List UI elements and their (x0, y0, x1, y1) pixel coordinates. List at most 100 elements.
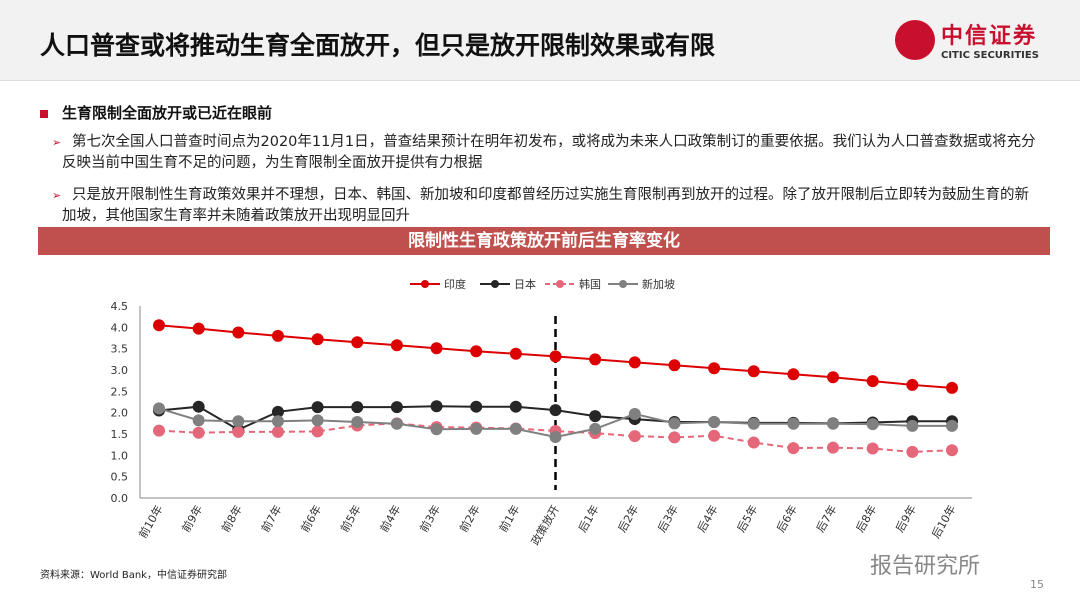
data-point-日本 (192, 400, 205, 413)
y-tick-label: 2.5 (111, 385, 129, 398)
data-point-韩国 (153, 424, 165, 437)
data-point-新加坡 (946, 419, 958, 432)
data-point-印度 (827, 371, 840, 384)
square-bullet-icon (40, 109, 48, 118)
data-point-印度 (628, 356, 641, 369)
data-point-新加坡 (430, 423, 443, 436)
data-point-韩国 (708, 429, 721, 442)
data-point-新加坡 (906, 419, 919, 432)
data-point-韩国 (232, 425, 245, 438)
x-tick-label: 后10年 (928, 503, 958, 541)
legend-label: 新加坡 (642, 277, 675, 291)
data-point-印度 (192, 322, 205, 335)
data-point-印度 (549, 350, 562, 363)
page-number: 15 (1030, 578, 1044, 591)
section-heading: 生育限制全面放开或已近在眼前 (40, 102, 272, 123)
source-note: 资料来源：World Bank，中信证券研究部 (40, 570, 227, 581)
x-tick-label: 后6年 (773, 503, 800, 535)
data-point-新加坡 (470, 422, 483, 435)
x-tick-label: 前1年 (496, 503, 523, 535)
y-tick-label: 1.5 (111, 428, 129, 441)
data-point-韩国 (311, 425, 324, 438)
data-point-韩国 (628, 430, 641, 443)
data-point-新加坡 (390, 417, 403, 430)
data-point-韩国 (192, 426, 205, 439)
data-point-新加坡 (589, 422, 602, 435)
data-point-新加坡 (509, 422, 522, 435)
data-point-印度 (232, 326, 245, 339)
data-point-韩国 (747, 436, 760, 449)
y-tick-label: 0.5 (111, 471, 129, 484)
data-point-韩国 (271, 425, 284, 438)
x-tick-label: 前7年 (258, 503, 285, 535)
data-point-印度 (351, 336, 364, 349)
data-point-印度 (906, 378, 919, 391)
watermark: 报告研究所 (870, 554, 981, 579)
x-tick-label: 前8年 (218, 503, 245, 535)
logo: 中信证券 CITIC SECURITIES (895, 18, 1039, 61)
x-tick-label: 前3年 (417, 503, 444, 535)
data-point-日本 (311, 401, 324, 414)
x-tick-label: 后2年 (615, 503, 642, 535)
x-tick-label: 后9年 (892, 503, 919, 535)
data-point-新加坡 (311, 414, 324, 427)
data-point-韩国 (668, 431, 681, 444)
data-point-印度 (668, 359, 681, 372)
data-point-韩国 (827, 441, 840, 454)
legend-label: 韩国 (579, 277, 601, 291)
legend-marker (491, 280, 499, 288)
legend-label: 日本 (514, 277, 536, 291)
data-point-印度 (708, 362, 721, 375)
logo-cn: 中信证券 (941, 24, 1038, 49)
x-tick-label: 前9年 (179, 503, 206, 535)
data-point-印度 (787, 368, 800, 381)
x-tick-label: 前10年 (135, 503, 165, 541)
x-tick-label: 政策放开 (528, 503, 562, 548)
x-tick-label: 前2年 (456, 503, 483, 535)
data-point-印度 (311, 333, 324, 346)
x-tick-label: 前4年 (377, 503, 404, 535)
data-point-日本 (351, 401, 364, 414)
data-point-新加坡 (549, 430, 562, 443)
data-point-新加坡 (351, 416, 364, 429)
data-point-印度 (390, 339, 403, 352)
arrow-bullet-icon: ➢ (52, 189, 62, 202)
data-point-印度 (946, 381, 958, 394)
logo-en: CITIC SECURITIES (941, 50, 1039, 61)
bullet-2: ➢ 只是放开限制性生育政策效果并不理想，日本、韩国、新加坡和印度都曾经历过实施生育… (52, 185, 1042, 227)
x-tick-label: 后1年 (575, 503, 602, 535)
data-point-新加坡 (628, 407, 641, 420)
data-point-新加坡 (827, 417, 840, 430)
data-point-日本 (390, 401, 403, 414)
legend-marker (556, 280, 564, 288)
citic-logo-icon (895, 19, 935, 60)
legend-label: 印度 (444, 277, 466, 291)
section-heading-text: 生育限制全面放开或已近在眼前 (62, 104, 273, 122)
data-point-韩国 (906, 445, 919, 458)
data-point-印度 (470, 345, 483, 358)
data-point-印度 (153, 319, 165, 332)
page-title: 人口普查或将推动生育全面放开，但只是放开限制效果或有限 (40, 31, 716, 60)
data-point-日本 (509, 400, 522, 413)
data-point-新加坡 (708, 416, 721, 429)
x-tick-label: 前6年 (298, 503, 325, 535)
legend-marker (421, 280, 429, 288)
data-point-印度 (430, 342, 443, 355)
data-point-新加坡 (668, 417, 681, 430)
data-point-日本 (589, 410, 602, 423)
x-tick-label: 后5年 (734, 503, 761, 535)
data-point-新加坡 (787, 417, 800, 430)
data-point-韩国 (866, 442, 879, 455)
y-tick-label: 4.0 (111, 321, 129, 334)
x-tick-label: 后7年 (813, 503, 840, 535)
legend-marker (619, 280, 627, 288)
data-point-新加坡 (192, 414, 205, 427)
data-point-新加坡 (271, 415, 284, 428)
data-point-新加坡 (747, 417, 760, 430)
data-point-印度 (589, 353, 602, 366)
bullet-text: 第七次全国人口普查时间点为2020年11月1日，普查结果预计在明年初发布，或将成… (62, 134, 1036, 171)
data-point-韩国 (946, 444, 958, 457)
data-point-新加坡 (232, 415, 245, 428)
x-tick-label: 前5年 (337, 503, 364, 535)
